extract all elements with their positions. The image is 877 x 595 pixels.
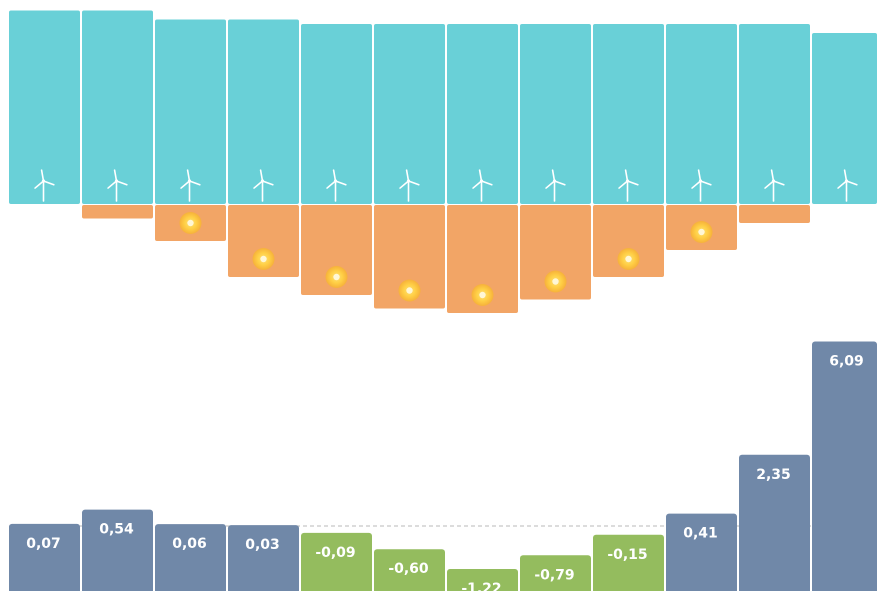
deficit-bar <box>593 534 664 595</box>
wind-turbine-icon <box>691 169 712 202</box>
wind-bar <box>9 10 80 204</box>
wind-turbine-icon <box>545 169 566 202</box>
solar-bar <box>593 205 664 277</box>
bar-value-label: -0,15 <box>607 547 647 563</box>
solar-bar <box>301 205 372 295</box>
wind-turbine-icon <box>618 169 639 202</box>
surplus-bar <box>739 454 810 595</box>
sun-icon <box>690 221 713 243</box>
surplus-bar <box>9 523 80 595</box>
deficit-bar <box>374 549 445 595</box>
wind-bar <box>812 33 877 204</box>
bar-value-label: 0,41 <box>683 526 718 542</box>
solar-bar <box>520 205 591 300</box>
deficit-bar <box>520 555 591 595</box>
bar-value-label: -1,22 <box>461 581 501 591</box>
sun-icon <box>398 279 421 302</box>
bar-value-label: -0,60 <box>388 561 429 577</box>
wind-bar <box>666 24 737 204</box>
bar-value-label: 0,54 <box>99 522 134 538</box>
sun-icon <box>544 270 567 293</box>
sun-icon <box>252 248 275 270</box>
bar-value-label: -0,09 <box>315 545 355 561</box>
sun-icon <box>617 248 640 270</box>
bar-value-label: 6,09 <box>829 353 864 369</box>
solar-bar <box>228 205 299 277</box>
wind-bar <box>447 24 518 204</box>
wind-bar <box>593 24 664 204</box>
bar-value-label: 0,07 <box>26 536 61 552</box>
wind-bar <box>228 19 299 204</box>
solar-bar <box>447 205 518 313</box>
wind-bar <box>301 24 372 204</box>
solar-bar <box>82 205 153 219</box>
surplus-bar <box>228 525 299 595</box>
wind-turbine-icon <box>107 169 128 202</box>
wind-turbine-icon <box>837 169 858 202</box>
surplus-bar <box>666 513 737 595</box>
sun-icon <box>325 266 348 288</box>
wind-bar <box>155 19 226 204</box>
bar-value-label: 0,03 <box>245 537 280 553</box>
bar-value-label: -0,79 <box>534 567 574 583</box>
wind-turbine-icon <box>253 169 274 202</box>
surplus-bar <box>155 524 226 595</box>
sun-icon <box>471 284 494 306</box>
wind-bar <box>374 24 445 204</box>
wind-turbine-icon <box>180 169 201 202</box>
wind-turbine-icon <box>326 169 347 202</box>
solar-bar <box>739 205 810 223</box>
balance-chart: 0,07 0,54 0,06 0,03 -0,09 -0,60 -1,22 -0,79 -0,1… <box>9 341 877 595</box>
wind-turbine-icon <box>399 169 420 202</box>
wind-bar <box>520 24 591 204</box>
deficit-bar <box>301 532 372 595</box>
deficit-bar <box>447 569 518 595</box>
bar-value-label: 0,06 <box>172 536 207 552</box>
solar-bar <box>374 205 445 309</box>
bar-value-label: 2,35 <box>756 467 791 483</box>
generation-chart <box>9 10 877 313</box>
wind-bar <box>82 10 153 204</box>
sun-icon <box>179 212 202 234</box>
wind-turbine-icon <box>34 169 55 202</box>
wind-turbine-icon <box>764 169 785 202</box>
wind-bar <box>739 24 810 204</box>
surplus-bar <box>82 509 153 595</box>
surplus-bar <box>812 341 877 595</box>
wind-turbine-icon <box>472 169 493 202</box>
